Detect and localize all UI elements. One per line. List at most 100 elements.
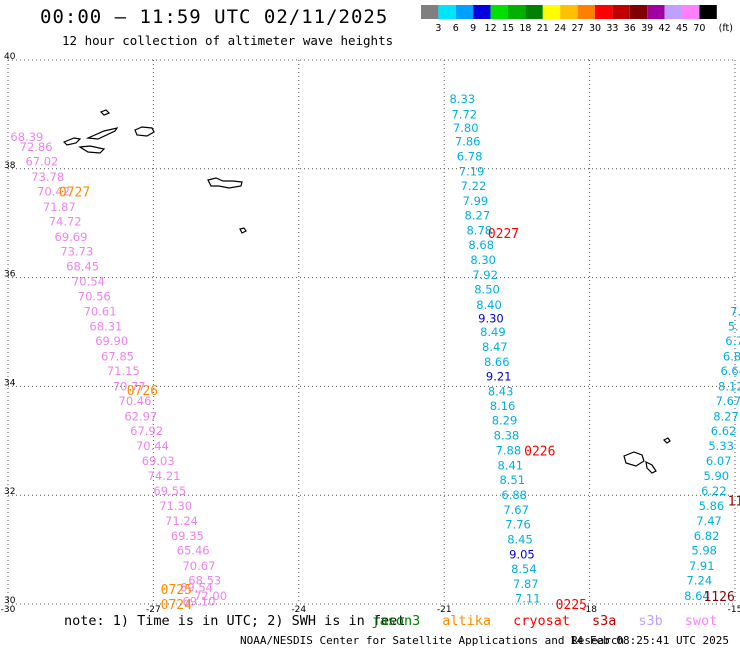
- island-outline: [62, 137, 82, 146]
- wave-height-value: 8.33: [450, 92, 476, 106]
- wave-height-value: 74.72: [49, 215, 82, 229]
- scale-swatch: [421, 5, 439, 19]
- wave-height-value: 8.16: [490, 399, 516, 413]
- y-tick-label: 34: [4, 378, 16, 388]
- x-tick-label: -27: [146, 605, 161, 612]
- wave-height-value: 69.69: [55, 230, 88, 244]
- scale-swatch: [612, 5, 630, 19]
- scale-tick-label: 70: [693, 23, 705, 34]
- wave-height-value: 7.91: [689, 559, 715, 573]
- wave-height-value: 71.24: [165, 514, 198, 528]
- island-outline: [85, 127, 119, 140]
- wave-height-value: 8.50: [474, 283, 500, 297]
- island-outline: [207, 177, 243, 189]
- gridlines: [7, 59, 736, 605]
- wave-height-value: 7.19: [459, 165, 485, 179]
- wave-height-value: 71.87: [43, 200, 76, 214]
- wave-height-value: 69.55: [153, 484, 186, 498]
- page-title: 00:00 – 11:59 UTC 02/11/2025: [40, 6, 389, 28]
- satellite-legend-item: altika: [442, 613, 492, 629]
- track-time-label: 0727: [59, 186, 90, 201]
- wave-height-value: 62.97: [124, 409, 157, 423]
- wave-height-value: 69.03: [142, 454, 175, 468]
- wave-height-value: 6.7: [725, 334, 740, 348]
- wave-height-value: 8.45: [507, 532, 533, 546]
- scale-tick-label: 39: [641, 23, 653, 34]
- axis-tick-labels: -30 -27 -24 -21 -18 -15 30 32 34 36 38 40: [1, 52, 740, 612]
- x-tick-label: -24: [291, 605, 306, 612]
- wave-height-value: 5.: [728, 320, 739, 334]
- wave-height-value: 6.22: [701, 484, 727, 498]
- scale-tick-label: 18: [519, 23, 531, 34]
- wave-height-value: 6.82: [694, 529, 720, 543]
- wave-height-value: 9.30: [478, 311, 504, 325]
- scale-swatch: [577, 5, 595, 19]
- scale-swatch: [542, 5, 561, 19]
- wave-height-value: 7.99: [463, 194, 489, 208]
- scale-swatch: [473, 5, 491, 19]
- generated-timestamp: 14 Feb 08:25:41 UTC 2025: [570, 634, 729, 647]
- scale-swatch: [490, 5, 508, 19]
- wave-height-value: 8.66: [484, 355, 510, 369]
- track-time-label: 0724: [161, 598, 192, 612]
- scale-tick-label: 36: [624, 23, 636, 34]
- island-outline: [662, 437, 671, 444]
- wave-height-value: 8.51: [499, 473, 525, 487]
- wave-height-value: 8.40: [476, 298, 502, 312]
- wave-height-value: 8.27: [465, 209, 491, 223]
- wave-height-value: 8.12: [718, 379, 740, 393]
- coastlines: [62, 109, 671, 474]
- scale-tick-label: 6: [453, 23, 459, 34]
- wave-height-value: 8.49: [480, 325, 506, 339]
- x-tick-label: -15: [728, 605, 740, 612]
- scale-tick-label: 9: [470, 23, 476, 34]
- x-tick-label: -18: [582, 605, 597, 612]
- island-outline: [78, 145, 106, 154]
- data-labels: 68.3972.8667.0273.7870.4271.8774.7269.69…: [10, 92, 740, 608]
- wave-height-value: 8.64: [684, 589, 710, 603]
- page-subtitle: 12 hour collection of altimeter wave hei…: [62, 33, 394, 48]
- y-tick-label: 32: [4, 487, 15, 497]
- wave-height-map: -30 -27 -24 -21 -18 -15 30 32 34 36 38 40 68.3972.8…: [1, 52, 740, 612]
- wave-height-value: 8.41: [498, 458, 524, 472]
- wave-height-value: 5.86: [699, 499, 725, 513]
- wave-height-value: 8.30: [470, 253, 496, 267]
- wave-height-value: 8.78: [466, 223, 492, 237]
- wave-height-value: 67.02: [25, 155, 58, 169]
- satellite-legend-item: cryosat: [513, 613, 570, 629]
- track-time-label: 0726: [127, 384, 158, 399]
- wave-height-value: 8.47: [482, 340, 508, 354]
- scale-tick-label: 24: [554, 23, 566, 34]
- wave-height-value: 70.42: [37, 185, 70, 199]
- wave-height-value: 68.39: [10, 130, 43, 144]
- wave-height-value: 8.38: [494, 428, 520, 442]
- wave-height-value: 69.90: [95, 334, 128, 348]
- wave-height-value: 7.86: [455, 135, 481, 149]
- note-text: note: 1) Time is in UTC; 2) SWH is in fe…: [64, 613, 406, 629]
- scale-unit: (ft): [719, 23, 733, 34]
- island-outline: [645, 460, 657, 474]
- wave-height-value: 65.46: [177, 544, 210, 558]
- y-tick-label: 40: [4, 52, 16, 62]
- wave-height-value: 7.72: [451, 107, 477, 121]
- scale-swatch: [438, 5, 456, 19]
- wave-height-value: 68.45: [66, 260, 99, 274]
- y-tick-label: 36: [4, 270, 16, 280]
- satellite-legend-item: jason3: [371, 613, 421, 629]
- footer-note: note: 1) Time is in UTC; 2) SWH is in fe…: [64, 613, 717, 629]
- wave-height-value: 73.73: [60, 244, 93, 258]
- track-time-label: 0225: [556, 598, 587, 612]
- wave-height-value: 7.88: [496, 444, 522, 458]
- color-scale-legend: 3 6 9 12 15 18 21 24 27 30 33 36 39 42 45 70 (ft): [421, 5, 733, 34]
- scale-swatch: [560, 5, 578, 19]
- wave-height-value: 74.21: [148, 469, 181, 483]
- satellite-legend-item: s3b: [638, 613, 663, 629]
- wave-height-value: 72.86: [20, 140, 53, 154]
- satellite-legend: jason3 altika cryosat s3a s3b swot: [372, 613, 718, 629]
- wave-height-value: 70.44: [136, 439, 169, 453]
- wave-height-value: 9.05: [509, 547, 535, 561]
- scale-swatch: [629, 5, 648, 19]
- scale-swatch: [595, 5, 613, 19]
- scale-tick-label: 45: [676, 23, 688, 34]
